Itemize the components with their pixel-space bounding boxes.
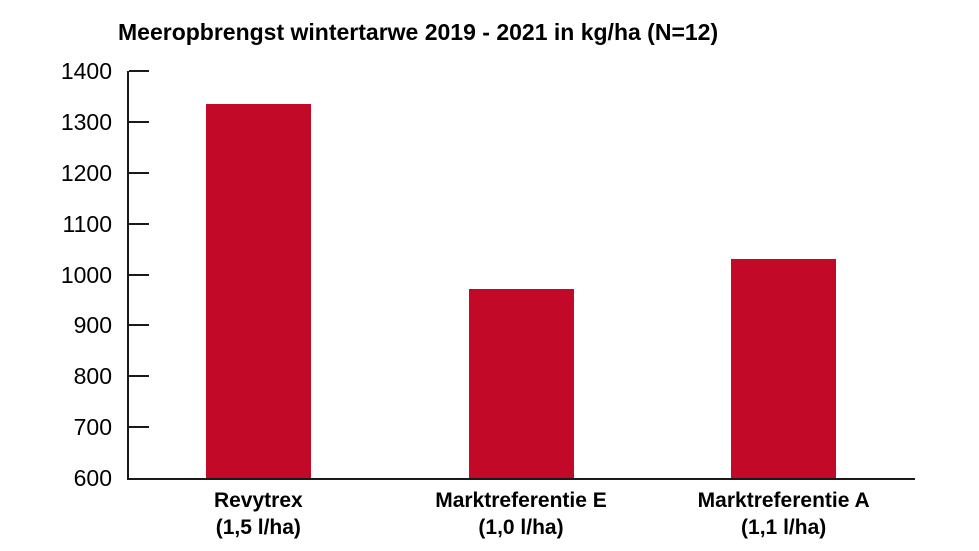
y-tick-1000 <box>129 273 149 276</box>
y-tick-label-700: 700 <box>73 414 112 441</box>
bar-revytrex <box>205 104 311 478</box>
x-label-marktreferentie-e: Marktreferentie E (1,0 l/ha) <box>390 487 652 541</box>
y-tick-1100 <box>129 222 149 225</box>
y-tick-900 <box>129 324 149 327</box>
x-label-dose: (1,1 l/ha) <box>741 516 827 539</box>
y-tick-label-1300: 1300 <box>60 108 112 135</box>
y-tick-800 <box>129 375 149 378</box>
y-tick-label-600: 600 <box>73 465 112 491</box>
x-label-name: Marktreferentie A <box>697 489 870 512</box>
x-label-dose: (1,5 l/ha) <box>215 516 301 539</box>
y-tick-1400 <box>129 70 149 72</box>
x-label-revytrex: Revytrex (1,5 l/ha) <box>127 487 389 541</box>
x-label-name: Marktreferentie E <box>435 489 607 512</box>
bar-marktreferentie-a <box>731 259 837 478</box>
y-tick-1200 <box>129 171 149 174</box>
y-tick-label-800: 800 <box>73 363 112 390</box>
y-tick-label-1000: 1000 <box>60 261 112 288</box>
y-tick-label-1400: 1400 <box>60 58 112 84</box>
y-tick-1300 <box>129 120 149 123</box>
y-tick-label-1100: 1100 <box>62 210 112 237</box>
y-tick-700 <box>129 426 149 429</box>
x-axis-line <box>127 478 915 480</box>
y-tick-label-1200: 1200 <box>60 159 112 186</box>
x-label-marktreferentie-a: Marktreferentie A (1,1 l/ha) <box>653 487 915 541</box>
chart-title: Meeropbrengst wintertarwe 2019 - 2021 in… <box>118 19 719 45</box>
bar-marktreferentie-e <box>468 288 574 478</box>
x-label-dose: (1,0 l/ha) <box>478 516 564 539</box>
y-axis-line <box>127 71 129 480</box>
x-label-name: Revytrex <box>213 489 303 512</box>
y-tick-label-900: 900 <box>73 312 112 339</box>
